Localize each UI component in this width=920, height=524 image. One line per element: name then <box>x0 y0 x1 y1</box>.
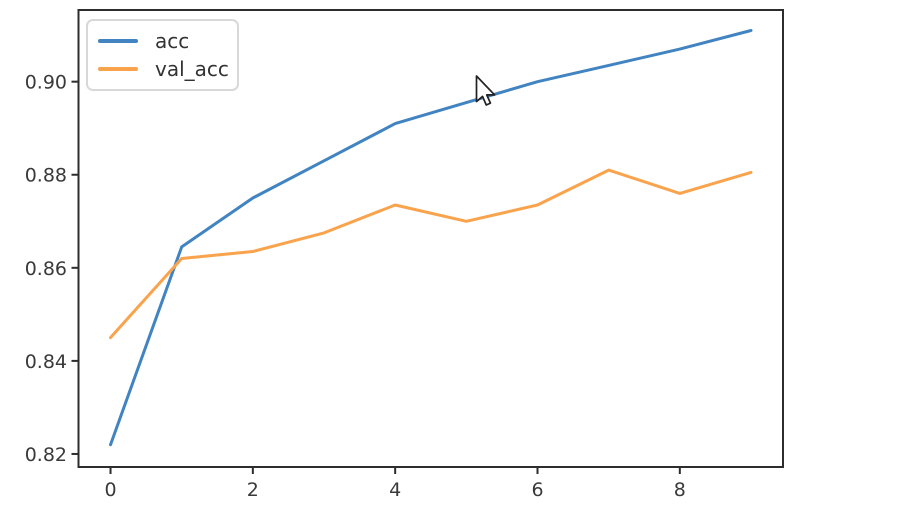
val-acc-line-swatch <box>98 66 138 71</box>
x-tick-label: 6 <box>531 479 543 501</box>
series-line-val_acc <box>109 168 753 340</box>
y-tick-label: 0.90 <box>25 72 67 94</box>
y-tick-label: 0.84 <box>25 351 67 373</box>
mouse-cursor-icon <box>475 75 496 106</box>
y-tick-label: 0.86 <box>25 258 67 280</box>
x-tick-label: 2 <box>247 479 259 501</box>
legend-item-val-acc: val_acc <box>98 56 229 81</box>
plot-frame <box>77 9 784 468</box>
y-tick-label: 0.82 <box>25 444 67 466</box>
legend-label-acc: acc <box>155 29 190 54</box>
legend-item-acc: acc <box>98 31 227 51</box>
x-tick-label: 8 <box>674 479 686 501</box>
x-tick-label: 4 <box>389 479 401 501</box>
legend: acc val_acc <box>86 19 239 91</box>
y-tick-label: 0.88 <box>25 165 67 187</box>
series-line-acc <box>109 29 753 447</box>
x-tick-label: 0 <box>104 479 116 501</box>
acc-line-swatch <box>98 39 138 44</box>
legend-label-val-acc: val_acc <box>155 56 229 81</box>
